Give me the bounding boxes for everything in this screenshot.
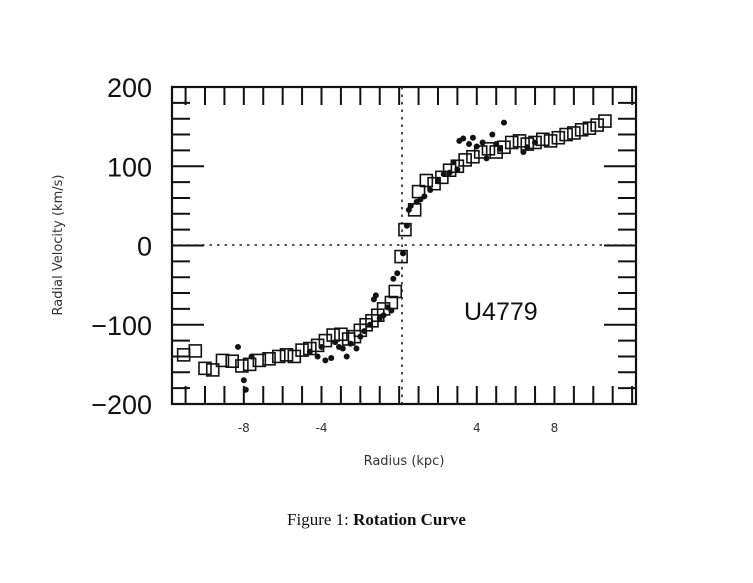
dot-marker: [520, 148, 527, 155]
x-tick-label: -8: [238, 421, 250, 435]
y-tick-label: 200: [107, 73, 152, 103]
dot-marker: [361, 328, 368, 335]
frame-ticks: [172, 86, 636, 405]
square-marker: [419, 173, 434, 188]
square-marker: [559, 127, 573, 142]
square-marker: [598, 114, 612, 128]
square-marker: [334, 327, 348, 342]
y-axis-label: Radial Velocity (km/s): [51, 175, 66, 316]
square-marker: [235, 359, 249, 373]
dot-marker: [466, 141, 473, 148]
dot-marker: [440, 171, 447, 178]
square-marker: [262, 352, 276, 366]
y-tick-label: 0: [137, 232, 152, 262]
dot-marker: [500, 119, 507, 126]
dot-marker: [394, 270, 401, 277]
dot-marker: [532, 139, 539, 146]
square-marker: [435, 170, 449, 185]
dot-marker: [446, 169, 453, 176]
galaxy-label: U4779: [464, 298, 538, 326]
dot-marker: [380, 312, 387, 319]
square-marker: [279, 348, 294, 362]
dot-marker: [332, 339, 339, 346]
square-marker: [215, 353, 230, 368]
dot-marker: [469, 134, 476, 141]
dot-marker: [493, 141, 500, 148]
square-marker: [205, 363, 220, 377]
square-marker: [590, 118, 604, 132]
dot-marker: [306, 348, 313, 355]
y-tick-label: −200: [91, 390, 152, 420]
square-marker: [551, 130, 566, 145]
dot-marker: [240, 377, 247, 384]
dot-marker: [367, 321, 374, 328]
x-tick-labels: -8 -4 4 8: [238, 421, 558, 435]
dot-marker: [460, 135, 467, 142]
dot-marker: [454, 166, 461, 173]
dot-marker: [318, 343, 325, 350]
square-marker: [473, 145, 488, 159]
y-tick-labels: 200 100 0 −100 −200: [91, 73, 152, 420]
square-marker: [252, 353, 267, 368]
x-tick-label: 8: [551, 421, 559, 435]
dot-marker: [473, 143, 480, 150]
square-marker: [271, 349, 286, 364]
square-marker: [188, 344, 203, 358]
square-marker: [512, 134, 527, 148]
square-marker: [567, 126, 581, 140]
dot-marker: [479, 139, 486, 146]
x-axis-label: Radius (kpc): [364, 454, 445, 469]
dot-marker: [235, 343, 242, 350]
square-marker: [543, 134, 558, 148]
square-marker: [458, 153, 472, 167]
square-marker: [574, 122, 589, 137]
dot-marker: [524, 144, 531, 151]
dot-marker: [388, 307, 395, 314]
dot-marker: [314, 353, 321, 360]
dot-marker: [347, 340, 354, 347]
dot-marker: [400, 250, 407, 257]
dot-marker: [390, 275, 397, 282]
dot-marker: [339, 345, 346, 352]
y-tick-label: 100: [107, 152, 152, 182]
dot-marker: [248, 353, 255, 360]
square-marker: [536, 132, 550, 147]
dot-marker: [434, 177, 441, 184]
dot-marker: [343, 353, 350, 360]
dot-marker: [328, 355, 335, 362]
dot-marker: [372, 292, 379, 299]
dot-marker: [407, 202, 414, 209]
dot-marker: [322, 357, 329, 364]
square-marker: [198, 361, 212, 376]
square-marker: [394, 249, 408, 264]
dot-marker: [242, 386, 249, 393]
caption-prefix: Figure 1:: [287, 510, 354, 529]
dot-marker: [450, 159, 457, 166]
dot-marker: [497, 145, 504, 152]
dot-marker: [421, 193, 428, 200]
square-marker: [481, 142, 496, 156]
dot-marker: [489, 131, 496, 138]
square-marker: [582, 121, 597, 136]
dot-marker: [403, 222, 410, 229]
dot-marker: [483, 155, 490, 162]
x-tick-label: -4: [316, 421, 328, 435]
y-tick-label: −100: [91, 311, 152, 341]
figure-caption: Figure 1: Rotation Curve: [0, 510, 753, 530]
dot-marker: [357, 333, 364, 340]
data-points: [176, 114, 612, 393]
dot-marker: [353, 345, 360, 352]
dot-marker: [427, 187, 434, 194]
square-marker: [504, 135, 519, 150]
square-marker: [225, 354, 239, 369]
square-marker: [176, 348, 191, 362]
x-tick-label: 4: [473, 421, 481, 435]
square-marker: [466, 149, 480, 164]
caption-title: Rotation Curve: [353, 510, 466, 529]
square-marker: [528, 135, 542, 150]
square-marker: [388, 284, 403, 299]
